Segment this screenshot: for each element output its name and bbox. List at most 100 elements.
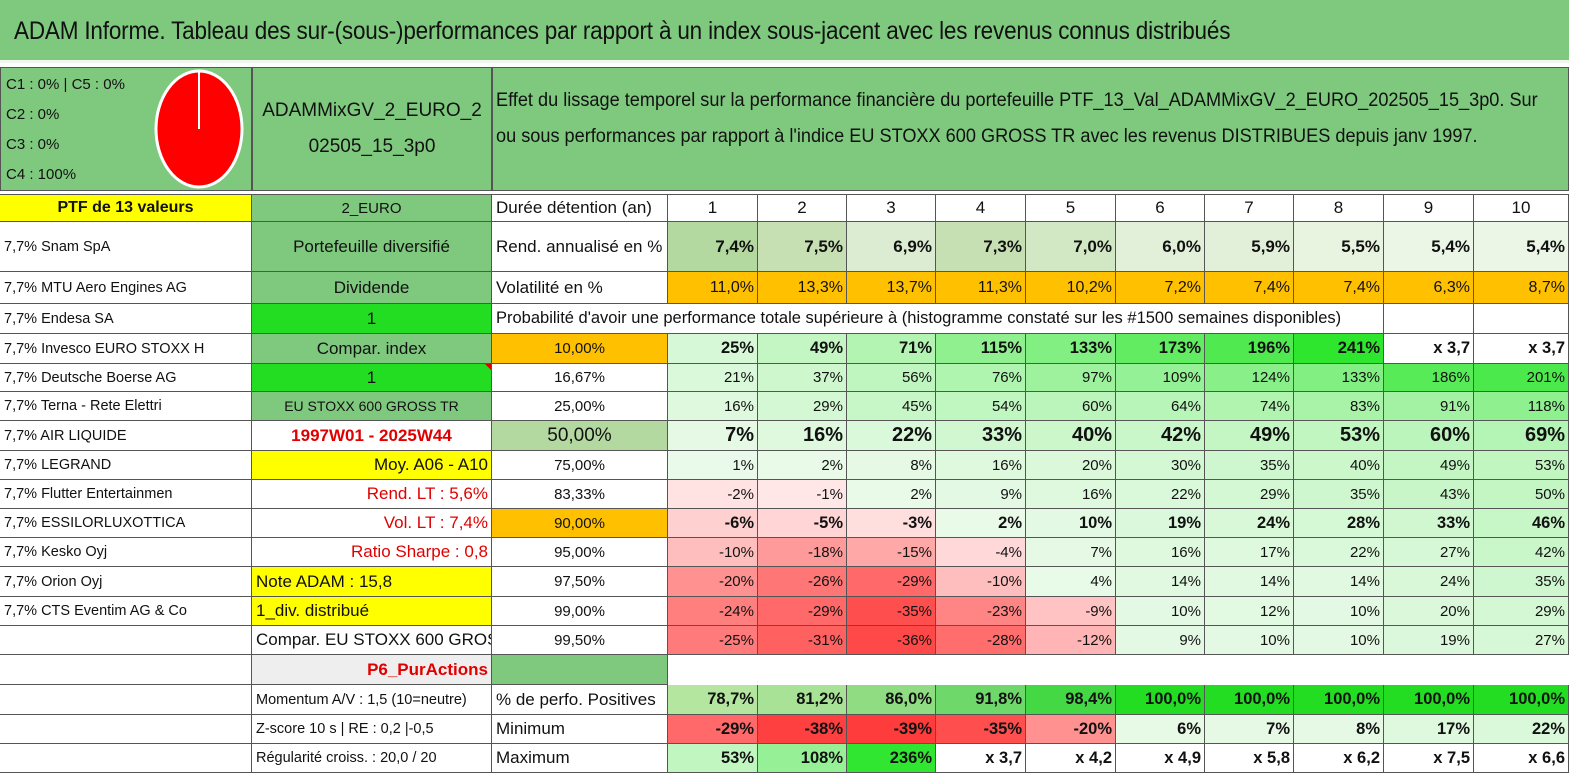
quantile-value: 29% — [1474, 597, 1569, 626]
positives-value: 98,4% — [1026, 685, 1116, 715]
quantile-value: 124% — [1205, 364, 1294, 392]
quantile-value: 14% — [1294, 567, 1384, 597]
quantile-value: 27% — [1384, 538, 1474, 567]
quantile-value: 2% — [936, 509, 1026, 538]
quantile-value: 2% — [847, 480, 936, 509]
year-header: 10 — [1474, 195, 1569, 222]
minimum-value: -29% — [668, 715, 758, 744]
quantile-value: -23% — [936, 597, 1026, 626]
maximum-value: 236% — [847, 744, 936, 773]
minimum-label: Minimum — [492, 715, 668, 744]
quantile-value: 14% — [1205, 567, 1294, 597]
empty-cell — [1474, 304, 1569, 334]
quantile-value: 10% — [1294, 626, 1384, 655]
year-header: 5 — [1026, 195, 1116, 222]
info-cell: Portefeuille diversifié — [252, 222, 492, 272]
quantile-value: 9% — [936, 480, 1026, 509]
quantile-value: -31% — [758, 626, 847, 655]
maximum-value: 53% — [668, 744, 758, 773]
quantile-value: 54% — [936, 392, 1026, 421]
quantile-value: 60% — [1026, 392, 1116, 421]
volatility-value: 11,3% — [936, 272, 1026, 304]
quantile-value: 4% — [1026, 567, 1116, 597]
quantile-value: -36% — [847, 626, 936, 655]
quantile-value: 53% — [1294, 421, 1384, 451]
quantile-value: 133% — [1294, 364, 1384, 392]
quantile-value: 91% — [1384, 392, 1474, 421]
holding-row: 7,7% Deutsche Boerse AG — [0, 364, 252, 392]
quantile-value: 10% — [1294, 597, 1384, 626]
empty-cell — [0, 744, 252, 773]
positives-value: 78,7% — [668, 685, 758, 715]
quantile-value: 20% — [1384, 597, 1474, 626]
positives-value: 81,2% — [758, 685, 847, 715]
volatility-value: 11,0% — [668, 272, 758, 304]
quantile-value: -18% — [758, 538, 847, 567]
quantile-value: 24% — [1205, 509, 1294, 538]
holding-row: 7,7% Snam SpA — [0, 222, 252, 272]
year-header: 8 — [1294, 195, 1384, 222]
info-cell: P6_PurActions — [252, 655, 492, 685]
info-cell: Compar. EU STOXX 600 GROSS TR — [252, 626, 492, 655]
holding-row: 7,7% MTU Aero Engines AG — [0, 272, 252, 304]
table-top-border — [0, 194, 1569, 195]
quantile-value: 22% — [847, 421, 936, 451]
quantile-value: 115% — [936, 334, 1026, 364]
quantile-value: 33% — [1384, 509, 1474, 538]
info-cell: Z-score 10 s | RE : 0,2 |-0,5 — [252, 715, 492, 744]
quantile-value: 97% — [1026, 364, 1116, 392]
quantile-value: 40% — [1026, 421, 1116, 451]
maximum-value: x 6,6 — [1474, 744, 1569, 773]
return-value: 7,3% — [936, 222, 1026, 272]
legend-c1-c5: C1 : 0% | C5 : 0% — [6, 76, 125, 93]
volatility-value: 10,2% — [1026, 272, 1116, 304]
year-header: 1 — [668, 195, 758, 222]
year-header: 4 — [936, 195, 1026, 222]
empty-cell — [0, 655, 252, 685]
info-cell: Dividende — [252, 272, 492, 304]
quantile-value: 74% — [1205, 392, 1294, 421]
quantile-value: 7% — [1026, 538, 1116, 567]
minimum-value: -38% — [758, 715, 847, 744]
quantile-value: 17% — [1205, 538, 1294, 567]
empty-cell — [0, 626, 252, 655]
report-title: ADAM Informe. Tableau des sur-(sous-)per… — [0, 0, 1569, 63]
quantile-value: -26% — [758, 567, 847, 597]
positives-value: 86,0% — [847, 685, 936, 715]
holding-row: 7,7% LEGRAND — [0, 451, 252, 480]
positives-label: % de perfo. Positives — [492, 685, 668, 715]
legend-c4: C4 : 100% — [6, 166, 77, 183]
quantile-value: 16% — [1026, 480, 1116, 509]
quantile-value: 50% — [1474, 480, 1569, 509]
quantile-value: 83% — [1294, 392, 1384, 421]
info-cell: 1 — [252, 304, 492, 334]
info-cell: Régularité croiss. : 20,0 / 20 — [252, 744, 492, 773]
quantile-value: 201% — [1474, 364, 1569, 392]
maximum-value: x 6,2 — [1294, 744, 1384, 773]
quantile-label: 99,00% — [492, 597, 668, 626]
info-cell: 1_div. distribué — [252, 597, 492, 626]
quantile-value: 53% — [1474, 451, 1569, 480]
quantile-value: 10% — [1205, 626, 1294, 655]
quantile-value: 28% — [1294, 509, 1384, 538]
quantile-label: 95,00% — [492, 538, 668, 567]
info-cell: Momentum A/V : 1,5 (10=neutre) — [252, 685, 492, 715]
quantile-value: 7% — [668, 421, 758, 451]
holding-row: 7,7% CTS Eventim AG & Co — [0, 597, 252, 626]
info-cell: 1 — [252, 364, 492, 392]
quantile-label: 97,50% — [492, 567, 668, 597]
minimum-value: -35% — [936, 715, 1026, 744]
info-cell: Vol. LT : 7,4% — [252, 509, 492, 538]
composition-chart: C1 : 0% | C5 : 0% C2 : 0% C3 : 0% C4 : 1… — [0, 67, 252, 191]
comment-marker — [485, 364, 491, 370]
quantile-value: 69% — [1474, 421, 1569, 451]
quantile-value: 133% — [1026, 334, 1116, 364]
quantile-value: -9% — [1026, 597, 1116, 626]
quantile-label: 83,33% — [492, 480, 668, 509]
quantile-value: 49% — [1205, 421, 1294, 451]
quantile-value: 24% — [1384, 567, 1474, 597]
info-cell: 1997W01 - 2025W44 — [252, 421, 492, 451]
quantile-value: 35% — [1294, 480, 1384, 509]
return-value: 7,0% — [1026, 222, 1116, 272]
quantile-value: 173% — [1116, 334, 1205, 364]
